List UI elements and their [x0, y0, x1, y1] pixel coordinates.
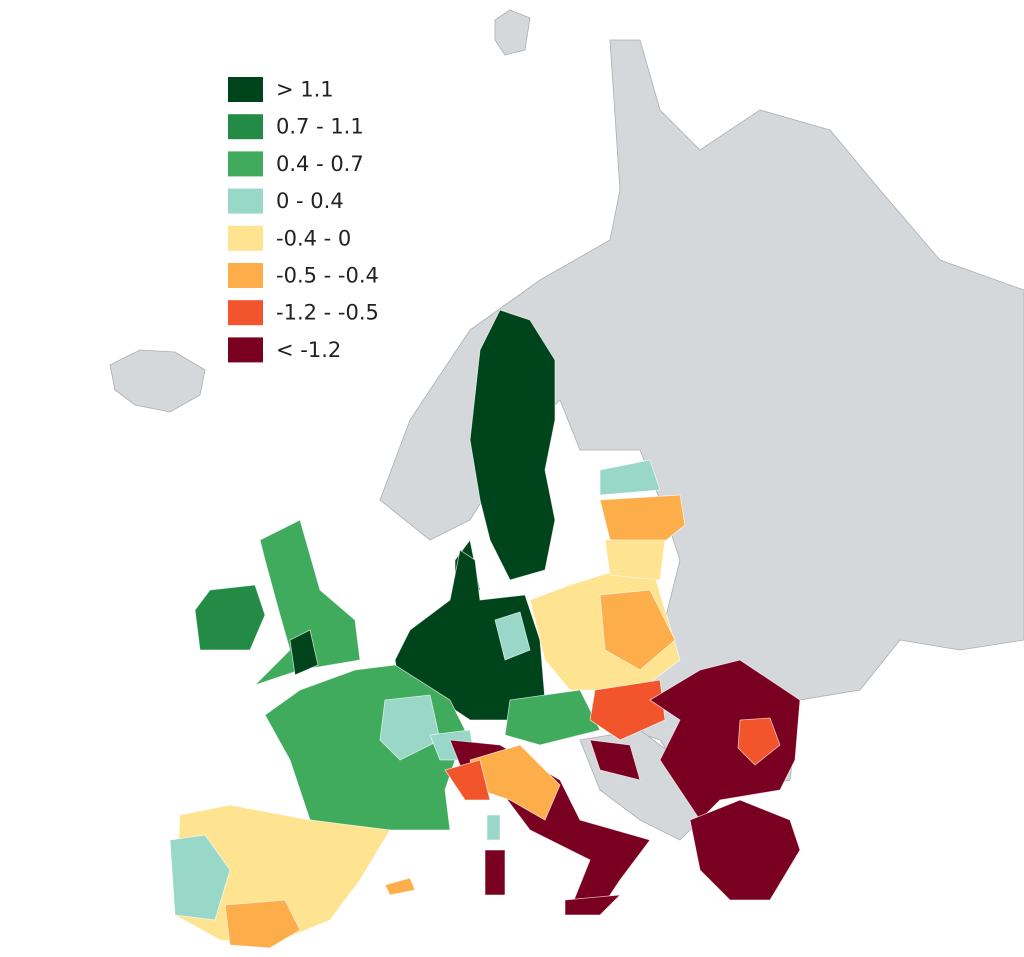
region-poland-east: [599, 589, 676, 671]
legend-swatch: [228, 337, 263, 363]
region-romania-bulgaria: [649, 659, 801, 821]
region-corsica: [486, 814, 501, 841]
legend-label: 0 - 0.4: [276, 189, 344, 213]
legend-label: > 1.1: [276, 78, 334, 102]
region-bucharest: [737, 717, 781, 766]
region-estonia: [599, 459, 661, 496]
legend-label: 0.4 - 0.7: [276, 152, 364, 176]
region-portugal: [169, 834, 231, 921]
region-andalusia: [224, 899, 301, 949]
region-greece: [689, 799, 801, 901]
regions: [169, 309, 801, 949]
region-lithuania: [604, 539, 666, 581]
region-hungary: [589, 679, 666, 741]
region-wales: [289, 629, 319, 676]
legend-swatch: [228, 225, 263, 251]
legend-swatch: [228, 114, 263, 140]
region-balearics: [384, 877, 416, 896]
region-france-east: [379, 694, 441, 761]
region-czech-austria: [504, 689, 601, 746]
region-sardinia: [484, 849, 506, 896]
land-east: [379, 39, 1024, 801]
legend-swatch: [228, 263, 263, 288]
legend-swatch: [228, 188, 263, 214]
legend-label: -0.5 - -0.4: [276, 264, 379, 288]
legend-swatch: [228, 151, 263, 177]
legend-label: < -1.2: [276, 338, 341, 362]
legend-label: -0.4 - 0: [276, 226, 351, 250]
region-latvia: [599, 494, 686, 546]
legend-swatch: [228, 300, 263, 326]
region-italy-northwest: [444, 759, 491, 801]
land-svalbard: [494, 9, 531, 56]
region-croatia: [589, 739, 641, 781]
land-iceland: [109, 349, 206, 413]
region-east-germany: [494, 611, 531, 661]
legend-swatch: [228, 77, 263, 102]
legend-label: -1.2 - -0.5: [276, 301, 379, 325]
region-sicily: [564, 894, 622, 916]
legend-label: 0.7 - 1.1: [276, 115, 364, 139]
region-ireland: [194, 584, 266, 651]
region-sweden: [469, 309, 556, 581]
legend: > 1.1 0.7 - 1.1 0.4 - 0.7 0 - 0.4 -0.4 - 0 -0…: [228, 77, 379, 363]
